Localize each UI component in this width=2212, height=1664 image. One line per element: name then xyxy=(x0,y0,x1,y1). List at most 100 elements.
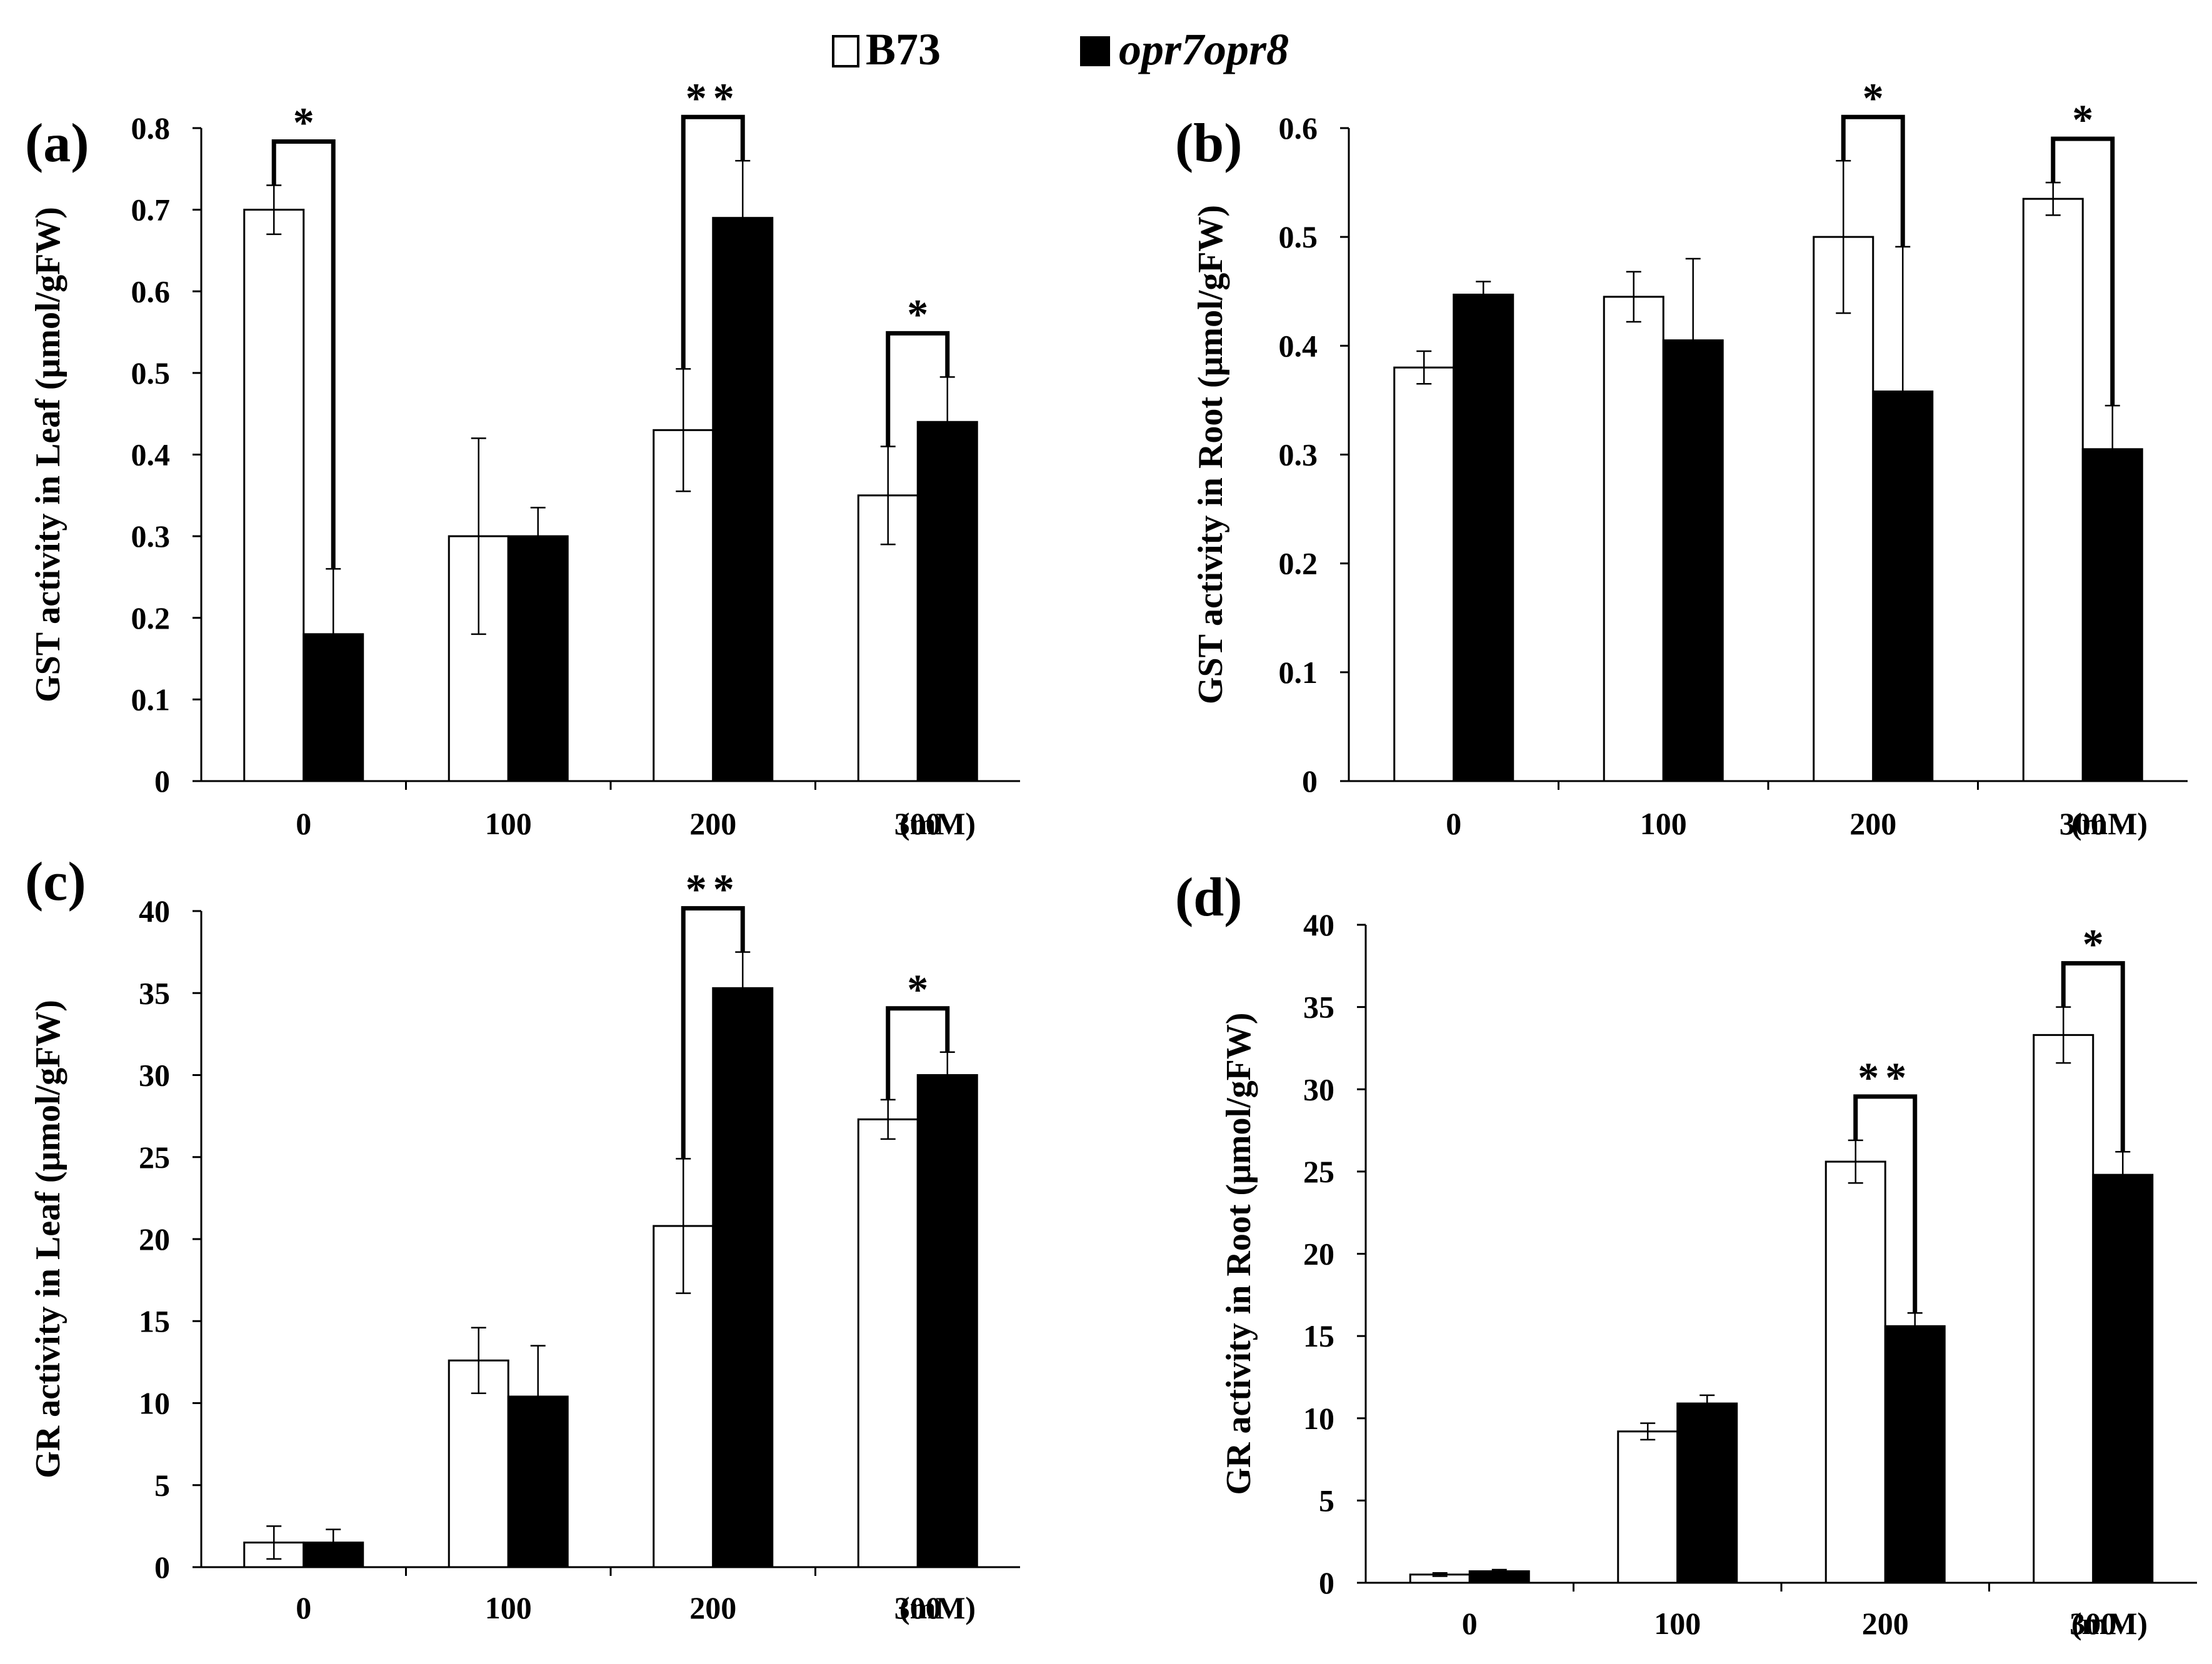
y-tick-label: 0.1 xyxy=(131,682,171,717)
significance-label: ** xyxy=(686,74,741,121)
bar-opr7opr8-100 xyxy=(1676,1402,1738,1584)
x-unit-label: (mM) xyxy=(899,1590,976,1625)
y-tick-label: 25 xyxy=(1303,1154,1334,1189)
x-unit-label: (mM) xyxy=(899,806,976,841)
bar-opr7opr8-200 xyxy=(712,217,774,782)
y-tick-label: 30 xyxy=(1303,1072,1334,1107)
significance-bracket xyxy=(886,1006,950,1100)
y-tick-label: 0.8 xyxy=(131,111,171,146)
legend-swatch-b73 xyxy=(832,35,859,67)
significance-label: * xyxy=(2072,96,2093,143)
x-tick-label: 300 xyxy=(2059,806,2106,841)
significance-label: * xyxy=(907,965,928,1013)
bar-opr7opr8-100 xyxy=(507,535,569,782)
x-tick-label: 300 xyxy=(2069,1606,2116,1641)
significance-bracket xyxy=(2061,961,2125,1152)
y-tick-label: 0 xyxy=(1319,1565,1334,1600)
significance-bracket xyxy=(681,114,745,369)
y-tick-label: 30 xyxy=(139,1058,170,1093)
y-tick-label: 15 xyxy=(139,1303,170,1338)
bar-b73-0 xyxy=(243,209,305,782)
x-tick-label: 100 xyxy=(485,1590,532,1625)
bar-opr7opr8-300 xyxy=(2092,1173,2154,1584)
y-tick-label: 0 xyxy=(154,764,170,799)
chart-panel-2: (b) GST activity in Root (μmol/gFW) 0 0.1 0.… xyxy=(1175,74,2188,841)
significance-bracket xyxy=(271,139,336,569)
y-tick-label: 20 xyxy=(1303,1237,1334,1272)
significance-label: * xyxy=(2083,920,2104,968)
y-tick-label: 0.2 xyxy=(1279,546,1318,581)
y-tick-label: 0.5 xyxy=(1279,219,1318,254)
chart-panels: (a) GST activity in Leaf (μmol/gFW) 0 0.1 0.… xyxy=(25,74,2197,1641)
bar-b73-0 xyxy=(1393,366,1455,782)
y-tick-label: 10 xyxy=(1303,1401,1334,1436)
bar-b73-100 xyxy=(1617,1430,1679,1584)
y-tick-label: 0 xyxy=(1302,764,1318,799)
panel-label: (a) xyxy=(25,113,89,174)
y-tick-label: 5 xyxy=(1319,1483,1334,1518)
y-tick-label: 35 xyxy=(1303,990,1334,1025)
significance-bracket xyxy=(1841,114,1905,247)
chart-panel-3: (c) GR activity in Leaf (μmol/gFW) 0 5 10 15 2… xyxy=(25,852,1020,1625)
y-tick-label: 35 xyxy=(139,975,170,1010)
panel-label: (d) xyxy=(1175,867,1243,928)
y-tick-label: 0.6 xyxy=(1279,111,1318,146)
x-tick-label: 300 xyxy=(894,806,941,841)
significance-bracket xyxy=(1853,1094,1918,1313)
significance-label: ** xyxy=(686,865,741,913)
legend-swatch-opr7opr8 xyxy=(1080,36,1110,66)
x-tick-label: 100 xyxy=(1640,806,1687,841)
panel-label: (b) xyxy=(1175,113,1243,174)
chart-panel-4: (d) GR activity in Root (μmol/gFW) 0 5 10 15 2… xyxy=(1175,867,2197,1641)
significance-bracket xyxy=(2051,136,2115,406)
y-tick-label: 0.2 xyxy=(131,600,171,635)
y-axis-label: GR activity in Root (μmol/gFW) xyxy=(1219,1012,1258,1495)
significance-label: * xyxy=(907,290,928,337)
y-tick-label: 0.4 xyxy=(1279,328,1318,363)
y-tick-label: 10 xyxy=(139,1386,170,1421)
x-tick-label: 0 xyxy=(296,806,311,841)
y-tick-label: 0.3 xyxy=(131,519,171,554)
y-tick-label: 0 xyxy=(154,1550,170,1585)
x-unit-label: (mM) xyxy=(2071,806,2148,841)
x-tick-label: 100 xyxy=(485,806,532,841)
x-tick-label: 200 xyxy=(1849,806,1896,841)
significance-bracket xyxy=(886,331,950,447)
y-tick-label: 0.4 xyxy=(131,437,171,472)
x-tick-label: 0 xyxy=(296,1590,311,1625)
y-tick-label: 40 xyxy=(139,894,170,929)
bar-opr7opr8-0 xyxy=(1453,293,1514,782)
significance-bracket xyxy=(681,906,745,1159)
bar-b73-300 xyxy=(2022,197,2084,782)
bar-b73-300 xyxy=(2033,1034,2094,1584)
y-tick-label: 0.1 xyxy=(1279,655,1318,690)
y-tick-label: 15 xyxy=(1303,1318,1334,1353)
chart-panel-1: (a) GST activity in Leaf (μmol/gFW) 0 0.1 0.… xyxy=(25,74,1020,841)
y-axis-label: GST activity in Root (μmol/gFW) xyxy=(1191,205,1230,704)
x-tick-label: 0 xyxy=(1446,806,1461,841)
bar-opr7opr8-0 xyxy=(1468,1570,1530,1584)
y-tick-label: 0.6 xyxy=(131,274,171,309)
x-tick-label: 300 xyxy=(894,1590,941,1625)
bar-b73-100 xyxy=(448,1359,509,1568)
y-tick-label: 20 xyxy=(139,1222,170,1257)
y-tick-label: 0.7 xyxy=(131,192,171,227)
bar-opr7opr8-300 xyxy=(2081,448,2143,782)
y-tick-label: 5 xyxy=(154,1468,170,1503)
bar-opr7opr8-200 xyxy=(1884,1325,1946,1584)
legend-label-b73: B73 xyxy=(866,24,941,74)
panel-label: (c) xyxy=(25,852,86,912)
bar-opr7opr8-200 xyxy=(712,987,774,1568)
y-tick-label: 0.5 xyxy=(131,356,171,391)
x-unit-label: (mM) xyxy=(2071,1606,2148,1641)
significance-label: * xyxy=(293,98,314,146)
bar-b73-200 xyxy=(1813,236,1874,782)
y-tick-label: 25 xyxy=(139,1140,170,1175)
bar-b73-200 xyxy=(1824,1160,1886,1584)
y-tick-label: 40 xyxy=(1303,907,1334,942)
bar-b73-100 xyxy=(1603,296,1664,782)
significance-label: ** xyxy=(1858,1054,1913,1101)
x-tick-label: 200 xyxy=(689,1590,736,1625)
legend: B73 opr7opr8 xyxy=(832,24,1289,74)
